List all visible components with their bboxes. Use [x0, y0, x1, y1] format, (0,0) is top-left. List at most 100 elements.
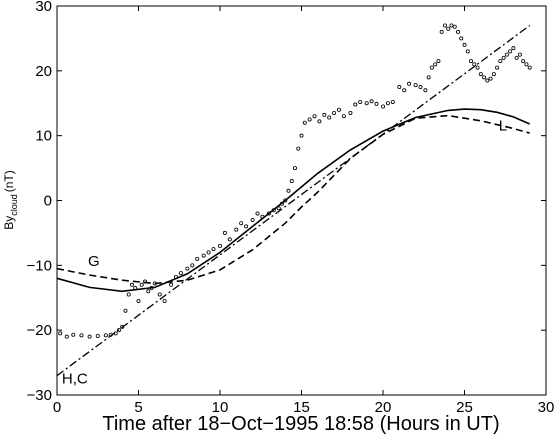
data-point: [116, 328, 121, 333]
data-point: [113, 331, 118, 336]
data-point: [380, 104, 385, 109]
data-point: [327, 115, 332, 120]
series-layer: [56, 23, 532, 377]
series-line-dashed: [56, 114, 530, 285]
x-axis-label: Time after 18−Oct−1995 18:58 (Hours in U…: [102, 413, 499, 435]
annotation-layer: G H,C L: [62, 117, 507, 387]
data-point: [178, 271, 183, 276]
data-point: [108, 332, 113, 337]
data-point: [418, 85, 423, 90]
svg-text:Bycloud(nT): Bycloud (nT): [2, 170, 19, 230]
data-point: [478, 72, 483, 77]
data-point: [222, 230, 227, 235]
data-point: [190, 263, 195, 268]
series-line-dashdot: [56, 24, 531, 377]
data-point: [517, 52, 522, 57]
y-tick-label: 20: [35, 63, 52, 80]
data-point: [302, 120, 307, 125]
data-point: [64, 334, 69, 339]
data-point: [271, 208, 276, 213]
y-axis-label-sub: cloud: [9, 194, 19, 216]
data-point: [374, 101, 379, 106]
x-tick-label: 20: [375, 399, 392, 416]
data-point: [146, 289, 151, 294]
data-point: [462, 42, 467, 47]
data-point: [276, 206, 281, 211]
data-point: [296, 146, 301, 151]
data-point: [307, 117, 312, 122]
data-point: [103, 333, 108, 338]
data-point: [152, 281, 157, 286]
data-point: [173, 275, 178, 280]
data-point: [511, 46, 516, 51]
y-axis-label: Bycloud (nT): [2, 170, 19, 230]
data-point: [495, 65, 500, 70]
data-point: [120, 324, 125, 329]
data-point: [239, 221, 244, 226]
data-point: [157, 292, 162, 297]
data-point: [250, 217, 255, 222]
data-point: [266, 211, 271, 216]
data-point: [429, 65, 434, 70]
data-point: [201, 253, 206, 258]
data-point: [449, 23, 454, 28]
data-point: [255, 211, 260, 216]
data-point: [289, 179, 294, 184]
data-point: [524, 62, 529, 67]
series-annotation: G: [88, 253, 100, 270]
y-axis-label-unit: (nT): [2, 170, 16, 192]
data-point: [504, 52, 509, 57]
data-point: [143, 279, 148, 284]
data-point: [133, 286, 138, 291]
data-point: [292, 166, 297, 171]
data-point: [58, 331, 63, 336]
data-point: [169, 282, 174, 287]
data-point: [439, 29, 444, 34]
data-point: [348, 110, 353, 115]
data-point: [488, 76, 493, 81]
data-point: [139, 282, 144, 287]
data-point: [312, 114, 317, 119]
data-point: [260, 214, 265, 219]
data-point: [87, 334, 92, 339]
data-point: [452, 24, 457, 29]
data-point: [358, 99, 363, 104]
data-point: [433, 62, 438, 67]
data-point: [95, 334, 100, 339]
data-point: [185, 266, 190, 271]
series-annotation: H,C: [62, 370, 88, 387]
data-point: [195, 256, 200, 261]
series-line-solid: [56, 108, 531, 293]
data-point: [123, 308, 128, 313]
data-point: [385, 101, 390, 106]
data-point: [465, 49, 470, 54]
data-point: [390, 99, 395, 104]
data-point: [472, 62, 477, 67]
x-tick-label: 25: [456, 399, 473, 416]
data-point: [126, 292, 131, 297]
data-point: [332, 110, 337, 115]
data-point: [369, 99, 374, 104]
y-tick-label: 10: [35, 128, 52, 145]
data-point: [71, 332, 76, 337]
y-tick-label: −10: [27, 257, 52, 274]
data-point: [485, 78, 490, 83]
x-tick-label: 30: [538, 399, 555, 416]
data-point: [322, 112, 327, 117]
data-point: [426, 75, 431, 80]
data-point: [469, 59, 474, 64]
data-point: [129, 282, 134, 287]
x-tick-label: 5: [134, 399, 142, 416]
data-point: [136, 298, 141, 303]
data-point: [442, 23, 447, 28]
data-point: [317, 119, 322, 124]
data-point: [244, 224, 249, 229]
data-point: [423, 88, 428, 93]
data-point: [227, 237, 232, 242]
data-point: [79, 333, 84, 338]
ticks-layer: 0 5 10 15 20 25 30 −30 −20 −10 0 10 20 30: [27, 0, 555, 416]
data-point: [521, 59, 526, 64]
series-annotation: L: [499, 117, 507, 134]
data-point: [491, 72, 496, 77]
